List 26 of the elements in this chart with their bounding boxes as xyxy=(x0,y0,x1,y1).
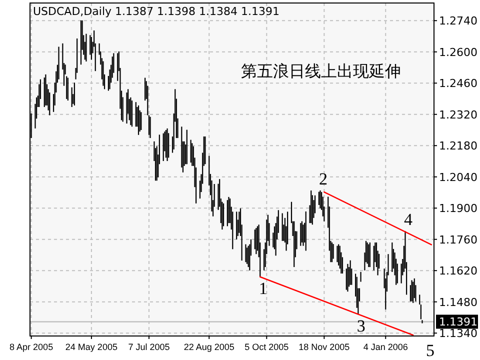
y-tick-label: 1.1900 xyxy=(439,202,478,216)
x-tick-label: 24 May 2005 xyxy=(65,342,118,352)
x-tick-label: 4 Jan 2006 xyxy=(363,342,408,352)
y-tick-label: 1.1620 xyxy=(439,264,478,278)
annotation: 第五浪日线上出现延伸 xyxy=(240,62,401,80)
annotation: 3 xyxy=(356,316,366,336)
chart-title: USDCAD,Daily 1.1387 1.1398 1.1384 1.1391 xyxy=(33,5,280,18)
x-tick-label: 5 Oct 2005 xyxy=(244,342,289,352)
y-tick-label: 1.1340 xyxy=(439,327,478,340)
x-tick-label: 7 Jul 2005 xyxy=(128,342,170,352)
y-tick-label: 1.2600 xyxy=(439,46,478,59)
ref-line-label: 1.1391 xyxy=(439,316,478,329)
annotation: 5 xyxy=(426,341,434,360)
y-tick-label: 1.2040 xyxy=(439,170,478,184)
y-tick-label: 1.1760 xyxy=(439,233,478,246)
x-tick-label: 8 Apr 2005 xyxy=(10,342,54,352)
y-tick-label: 1.2320 xyxy=(439,108,478,122)
annotation: 2 xyxy=(319,169,328,188)
y-tick-label: 1.2740 xyxy=(439,14,478,28)
y-tick-label: 1.2180 xyxy=(439,140,478,153)
y-tick-label: 1.2460 xyxy=(439,77,478,90)
x-tick-label: 22 Aug 2005 xyxy=(184,342,234,352)
y-tick-label: 1.1480 xyxy=(439,296,478,309)
annotation: 4 xyxy=(404,210,413,230)
x-tick-label: 18 Nov 2005 xyxy=(298,342,350,352)
annotation: 1 xyxy=(258,278,268,298)
